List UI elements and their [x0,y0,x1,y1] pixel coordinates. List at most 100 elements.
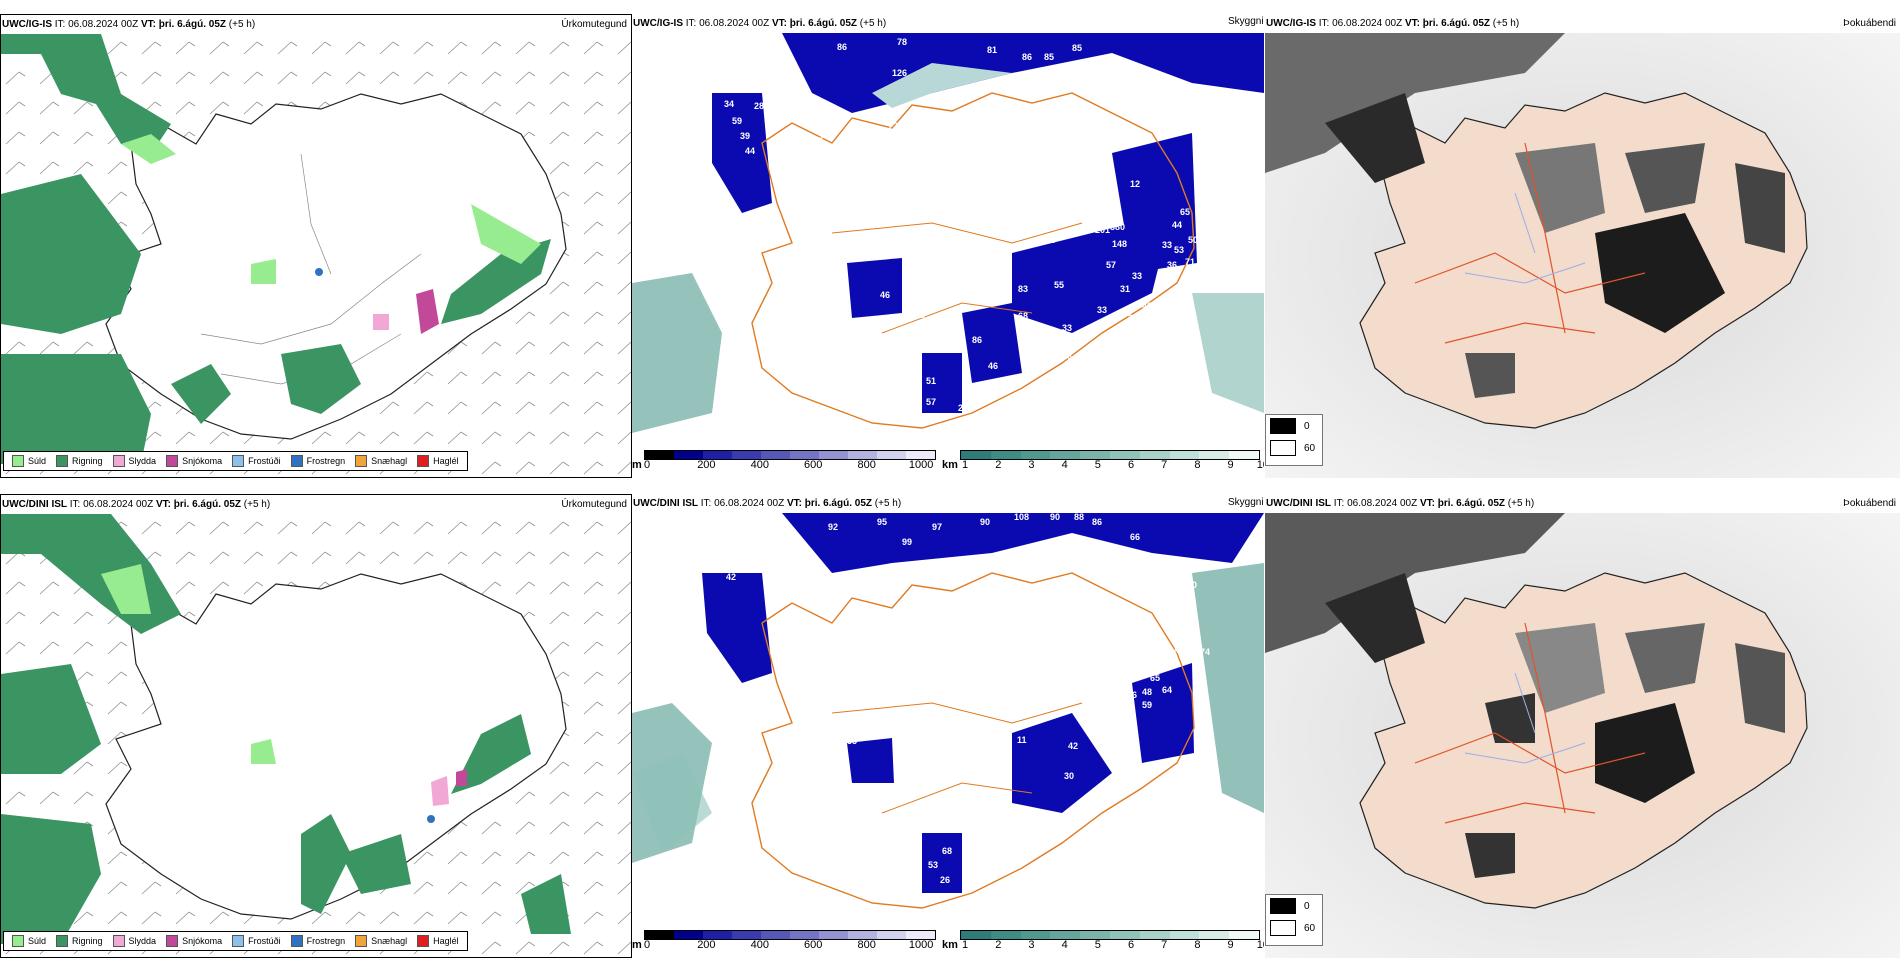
map-label: 35 [742,538,752,548]
map-label: 48 [1142,687,1152,697]
map-label: 68 [1018,311,1028,321]
it-label: IT: [69,499,81,510]
legend-item: Haglél [417,935,459,947]
legend-item: 0 [1266,415,1322,437]
map-label: 55 [817,177,827,187]
run-time: 06.08.2024 00Z [1332,18,1403,29]
fog-legend: 0 60 [1265,894,1323,946]
map-label: 65 [1180,207,1190,217]
model-name: UWC/IG-IS [2,19,52,30]
map-label: 83 [1018,284,1028,294]
visibility-title: Skyggni [1228,16,1264,27]
valid-time: þri. 6.ágú. 05Z [1437,498,1505,509]
map-label: 92 [828,522,838,532]
map-label: 65 [918,288,928,298]
map-label: 89 [1046,235,1056,245]
valid-time: þri. 6.ágú. 05Z [1422,18,1490,29]
legend-item: 60 [1266,437,1322,459]
colorbar-ticks: 0 200 400 600 800 1000 [644,939,934,951]
vt-label: VT: [786,498,802,509]
panel-header: UWC/DINI ISL IT: 06.08.2024 00Z VT: þri.… [632,494,1264,513]
map-label: 26 [940,875,950,885]
visibility-title: Skyggni [1228,497,1264,508]
visibility-colorbar: km 1 2 3 4 5 6 7 8 9 10 [942,448,1264,474]
map-label: 39 [932,262,942,272]
map-label: 44 [1172,220,1182,230]
map-label: 90 [980,517,990,527]
map-label: 71 [1185,257,1195,267]
cloud-base-colorbar: m 0 200 400 600 800 1000 [632,928,942,954]
lead-time: (+5 h) [1492,18,1520,29]
map-label: 86 [1092,517,1102,527]
panel-title: Þokuábendi [1843,18,1896,29]
map-label: 92 [787,82,797,92]
map-label: 126 [892,68,907,78]
map-label: 55 [847,736,857,746]
cloud-base-labels: 86 78 126 81 86 85 85 92 38 34 28 59 39 … [702,37,1198,413]
map-label: 35 [702,260,712,270]
legend-item: 0 [1266,895,1322,917]
map-label: 11 [1017,735,1027,745]
map-label: 97 [932,522,942,532]
legend-item: Slydda [112,935,156,947]
colorbar-unit: km [942,939,958,951]
run-time: 06.08.2024 00Z [83,499,154,510]
map-label: 53 [1188,635,1198,645]
model-name: UWC/IG-IS [633,18,683,29]
map-label: 46 [1142,301,1152,311]
map-label: 78 [897,37,907,47]
model-name: UWC/IG-IS [1266,18,1316,29]
panel-header: UWC/IG-IS IT: 06.08.2024 00Z VT: þri. 6.… [632,14,1264,33]
map-label: 66 [1130,532,1140,542]
map-label: 48 [794,165,804,175]
legend-item: Rigning [56,455,103,467]
map-label: 47 [782,613,792,623]
legend-item: Frostregn [290,455,345,467]
panel-header: UWC/DINI ISL IT: 06.08.2024 00Z VT: þri.… [1,495,631,514]
map-label: 85 [1072,43,1082,53]
map-label: 100 [1012,152,1027,162]
map-label: 36 [1167,260,1177,270]
it-label: IT: [54,19,66,30]
map-label: 53 [1174,245,1184,255]
model-name: UWC/DINI ISL [633,498,698,509]
run-time: 06.08.2024 00Z [1347,498,1418,509]
panel-title: Þokuábendi [1843,498,1896,509]
map-label: 12 [1130,179,1140,189]
map-label: 42 [1068,741,1078,751]
legend-item: Snjókoma [166,455,222,467]
precip-type-map [1,514,631,957]
map-label: 52 [1152,660,1162,670]
lead-time: (+5 h) [859,18,887,29]
cloud-base-visibility-panel-bottom: UWC/DINI ISL IT: 06.08.2024 00Z VT: þri.… [632,494,1264,958]
map-label: 44 [745,146,755,156]
map-label: 74 [1200,647,1210,657]
map-label: 57 [926,397,936,407]
cloud-base-labels: 92 95 97 90 108 90 88 86 66 35 33 26 50 … [698,513,1210,885]
colorbar-ticks: 1 2 3 4 5 6 7 8 9 10 [962,939,1264,951]
valid-time: þri. 6.ágú. 05Z [789,18,857,29]
map-label: 26 [760,553,770,563]
map-label: 37 [1122,700,1132,710]
map-label: 46 [988,361,998,371]
precip-type-panel-top: UWC/IG-IS IT: 06.08.2024 00Z VT: þri. 6.… [0,14,632,478]
colorbar-unit: km [942,459,958,471]
map-label: 55 [1054,280,1064,290]
model-name: UWC/DINI ISL [2,499,67,510]
panel-title: Úrkomutegund [561,19,627,30]
legend-item: Súld [12,935,46,947]
map-label: 44 [1174,645,1184,655]
map-label: 93 [874,107,884,117]
it-label: IT: [1333,498,1345,509]
map-label: 34 [818,131,828,141]
map-label: 38 [742,82,752,92]
vt-label: VT: [771,18,787,29]
map-label: 86 [972,335,982,345]
cloud-base-visibility-panel-top: UWC/IG-IS IT: 06.08.2024 00Z VT: þri. 6.… [632,14,1264,478]
fog-panel-top: UWC/IG-IS IT: 06.08.2024 00Z VT: þri. 6.… [1265,14,1900,478]
map-label: 50 [720,558,730,568]
precip-legend: Súld Rigning Slydda Snjókoma Frostúði Fr… [3,931,468,951]
legend-item: Frostúði [232,935,281,947]
valid-time: þri. 6.ágú. 05Z [158,19,226,30]
map-label: 50 [1188,235,1198,245]
